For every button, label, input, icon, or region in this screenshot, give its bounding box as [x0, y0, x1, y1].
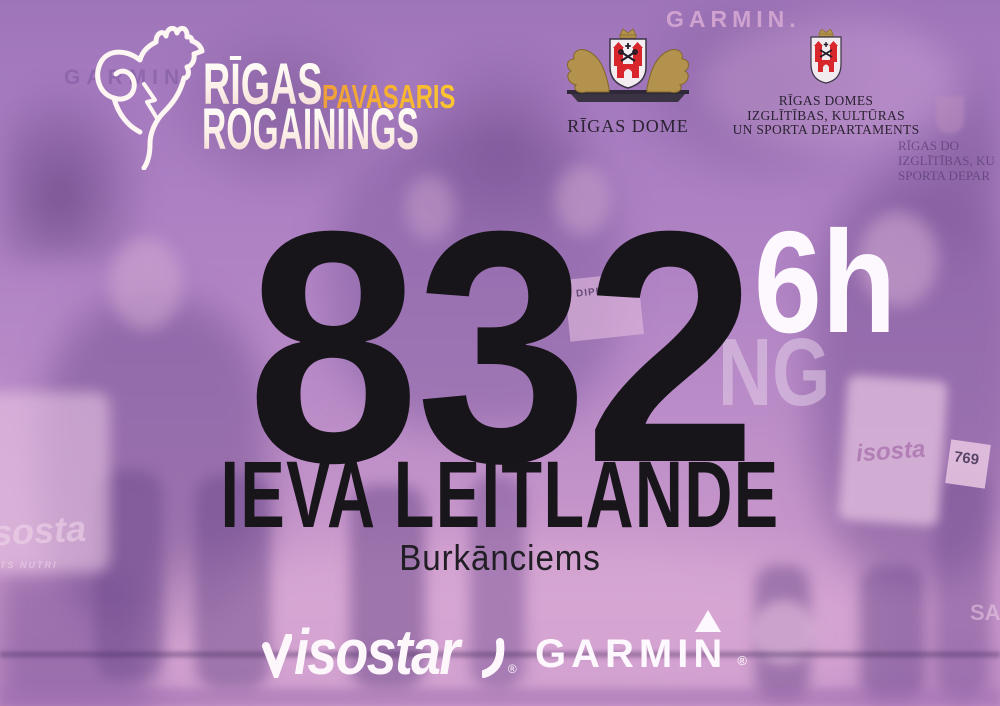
- department-logo: RĪGAS DOMES IZGLĪTĪBAS, KULTŪRAS UN SPOR…: [730, 28, 922, 138]
- department-line2: IZGLĪTĪBAS, KULTŪRAS: [747, 107, 905, 123]
- garmin-logo: GARMIN ®: [535, 610, 747, 674]
- event-title-line2: ROGAININGS: [202, 97, 419, 162]
- bg-shield-faded: [936, 96, 964, 134]
- participant-team: Burkānciems: [399, 537, 601, 578]
- bg-text-isostar-bag-right: isosta: [855, 435, 927, 468]
- bg-bag-right: [838, 374, 948, 527]
- bg-face: [110, 238, 182, 330]
- bg-text-sa-fragment: SA: [970, 600, 1000, 625]
- bg-leg: [935, 470, 990, 700]
- bg-corner-dark: [0, 575, 150, 706]
- bg-leg: [95, 470, 163, 680]
- bg-stage-strip: [0, 688, 1000, 706]
- isostar-registered-mark: ®: [507, 662, 517, 676]
- garmin-triangle-icon: [695, 610, 721, 632]
- garmin-wordmark: GARMIN: [535, 632, 728, 676]
- bib-duration: 6h: [754, 201, 897, 363]
- bg-text-dept-line3: SPORTA DEPAR: [898, 168, 990, 183]
- isostar-wordmark: isostar: [294, 615, 460, 688]
- riga-dome-label: RĪGAS DOME: [567, 116, 689, 136]
- bg-bib-769: [945, 439, 991, 489]
- riga-coat-of-arms-icon: [566, 28, 690, 102]
- garmin-registered-mark: ®: [737, 653, 747, 668]
- riga-dome-logo: RĪGAS DOME: [556, 26, 700, 137]
- bg-text-nutrition: TS NUTRI: [0, 560, 58, 570]
- bg-bag-left: [0, 392, 110, 572]
- bib-number: 832: [246, 162, 757, 531]
- bg-text-dept-repeat: RĪGAS DO IZGLĪTĪBAS, KU SPORTA DEPAR: [898, 138, 995, 183]
- bg-leg: [860, 565, 925, 700]
- department-coat-of-arms-icon: [810, 28, 842, 84]
- bg-text-bib-769: 769: [952, 448, 981, 469]
- bg-text-dept-line1: RĪGAS DO: [898, 138, 960, 153]
- isostar-logo: isostar ®: [262, 606, 517, 688]
- department-line3: UN SPORTA DEPARTAMENTS: [732, 122, 920, 137]
- rooster-logo-icon: [95, 25, 205, 170]
- isostar-tail-icon: [481, 638, 505, 678]
- bg-text-dept-line2: IZGLĪTĪBAS, KU: [898, 153, 995, 168]
- isostar-swoosh-icon: [262, 634, 292, 678]
- bg-bag-flower: [752, 600, 816, 664]
- bg-text-isostar-bag-left: sosta: [0, 507, 88, 554]
- event-title-line1: RĪGAS: [203, 52, 323, 117]
- event-title-season: PAVASARIS: [322, 78, 456, 115]
- participant-name: IEVA LEITLANDE: [220, 442, 780, 548]
- department-line1: RĪGAS DOMES: [778, 93, 874, 108]
- bg-leg: [755, 565, 810, 700]
